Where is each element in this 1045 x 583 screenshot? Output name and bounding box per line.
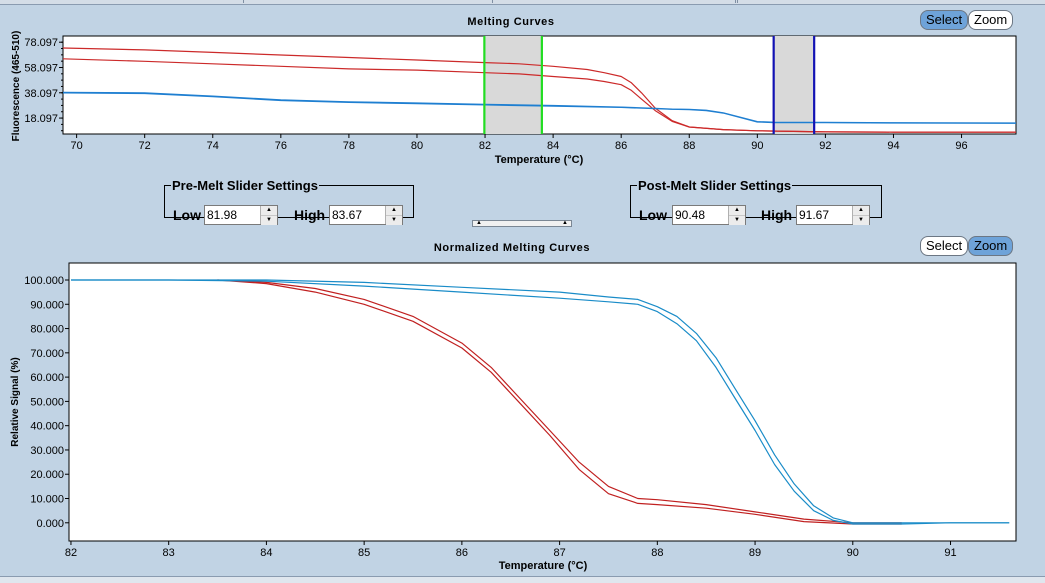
y-tick-label: 90.000 [30,299,64,311]
splitter-up-icon[interactable]: ▲ [562,220,568,226]
x-tick-label: 78 [343,140,355,152]
x-tick-label: 72 [139,140,151,152]
top-zoom-button[interactable]: Zoom [968,10,1014,30]
x-tick-label: 96 [955,140,967,152]
chart-title: Melting Curves [467,16,554,28]
pre-melt-high-input[interactable]: 83.67 [332,208,363,222]
y-tick-label: 58.097 [24,62,58,74]
bottom-select-button[interactable]: Select [920,236,969,256]
y-tick-label: 50.000 [30,396,64,408]
pre-melt-high-spinner[interactable]: 83.67 ▲ ▼ [329,205,403,225]
chart-title: Normalized Melting Curves [434,242,590,254]
normalized-melting-curves-chart: Normalized Melting Curves 82 83 84 85 86 87 88… [10,242,1017,572]
post-melt-high-input[interactable]: 91.67 [799,208,830,222]
tab-segment[interactable] [243,0,493,3]
x-tick-label: 92 [819,140,831,152]
spin-down-icon[interactable]: ▼ [853,215,869,225]
x-tick-label: 94 [887,140,899,152]
spin-up-icon[interactable]: ▲ [853,206,869,215]
pre-melt-legend: Pre-Melt Slider Settings [172,178,318,193]
spin-up-icon[interactable]: ▲ [261,206,277,215]
y-tick-label: 30.000 [30,445,64,457]
spin-down-icon[interactable]: ▼ [386,215,402,225]
pre-melt-low-label: Low [173,207,201,223]
y-tick-label: 80.000 [30,324,64,336]
x-tick-label: 88 [683,140,695,152]
pre-melt-low-input[interactable]: 81.98 [207,208,238,222]
x-tick-label: 90 [751,140,763,152]
post-melt-high-spinner[interactable]: 91.67 ▲ ▼ [796,205,870,225]
x-tick-label: 90 [847,547,859,559]
y-tick-label: 40.000 [30,421,64,433]
spin-up-icon[interactable]: ▲ [386,206,402,215]
post-melt-band [773,36,815,134]
plot-area [68,262,1017,542]
y-tick-label: 78.097 [24,37,58,49]
series-line-blue-3 [71,279,1010,524]
splitter-up-icon[interactable]: ▲ [476,220,482,226]
spin-down-icon[interactable]: ▼ [729,215,745,225]
x-axis-label: Temperature (°C) [499,560,588,572]
pre-melt-high-label: High [294,207,326,223]
x-tick-label: 87 [553,547,565,559]
x-tick-label: 70 [70,140,82,152]
series-line-blue-4 [62,91,1017,124]
series-line-blue-4 [71,279,1010,525]
y-tick-label: 10.000 [30,494,64,506]
x-tick-label: 83 [163,547,175,559]
status-bar [0,576,1045,583]
x-tick-label: 86 [615,140,627,152]
series-line-red-2 [217,279,902,525]
panel-splitter[interactable]: ▲ ▲ [472,220,572,227]
spin-up-icon[interactable]: ▲ [729,206,745,215]
x-tick-label: 84 [260,547,272,559]
y-axis-label: Fluorescence (465-510) [11,31,22,142]
post-melt-legend: Post-Melt Slider Settings [638,178,792,193]
x-axis-label: Temperature (°C) [495,154,584,166]
spin-down-icon[interactable]: ▼ [261,215,277,225]
post-melt-low-spinner[interactable]: 90.48 ▲ ▼ [672,205,746,225]
post-melt-low-input[interactable]: 90.48 [675,208,706,222]
x-tick-label: 82 [65,547,77,559]
y-tick-label: 60.000 [30,372,64,384]
series-line-red-2 [62,58,1016,133]
x-tick-label: 84 [547,140,559,152]
y-tick-label: 20.000 [30,469,64,481]
x-tick-label: 74 [207,140,219,152]
x-tick-label: 76 [275,140,287,152]
top-select-button[interactable]: Select [920,10,969,30]
top-window-bar [0,0,1045,5]
x-tick-label: 86 [456,547,468,559]
y-axis-label: Relative Signal (%) [10,357,21,446]
x-tick-label: 85 [358,547,370,559]
x-tick-label: 80 [411,140,423,152]
post-melt-high-label: High [761,207,793,223]
x-tick-label: 88 [651,547,663,559]
x-tick-label: 89 [749,547,761,559]
series-line-red-1 [217,279,902,524]
tab-separator [735,0,738,3]
y-tick-label: 18.097 [24,113,58,125]
y-tick-label: 0.000 [36,518,64,530]
y-tick-label: 100.000 [24,275,64,287]
pre-melt-band [484,36,542,134]
post-melt-settings: Post-Melt Slider Settings Low 90.48 ▲ ▼ H… [630,178,882,225]
bottom-zoom-button[interactable]: Zoom [968,236,1014,256]
y-tick-label: 70.000 [30,348,64,360]
post-melt-low-label: Low [639,207,667,223]
pre-melt-low-spinner[interactable]: 81.98 ▲ ▼ [204,205,278,225]
y-tick-label: 38.097 [24,88,58,100]
x-tick-label: 82 [479,140,491,152]
melting-curves-chart: Melting Curves 70 72 74 76 78 80 82 84 86 88 90 92 9… [11,16,1017,166]
x-tick-label: 91 [944,547,956,559]
pre-melt-settings: Pre-Melt Slider Settings Low 81.98 ▲ ▼ Hi… [164,178,414,225]
